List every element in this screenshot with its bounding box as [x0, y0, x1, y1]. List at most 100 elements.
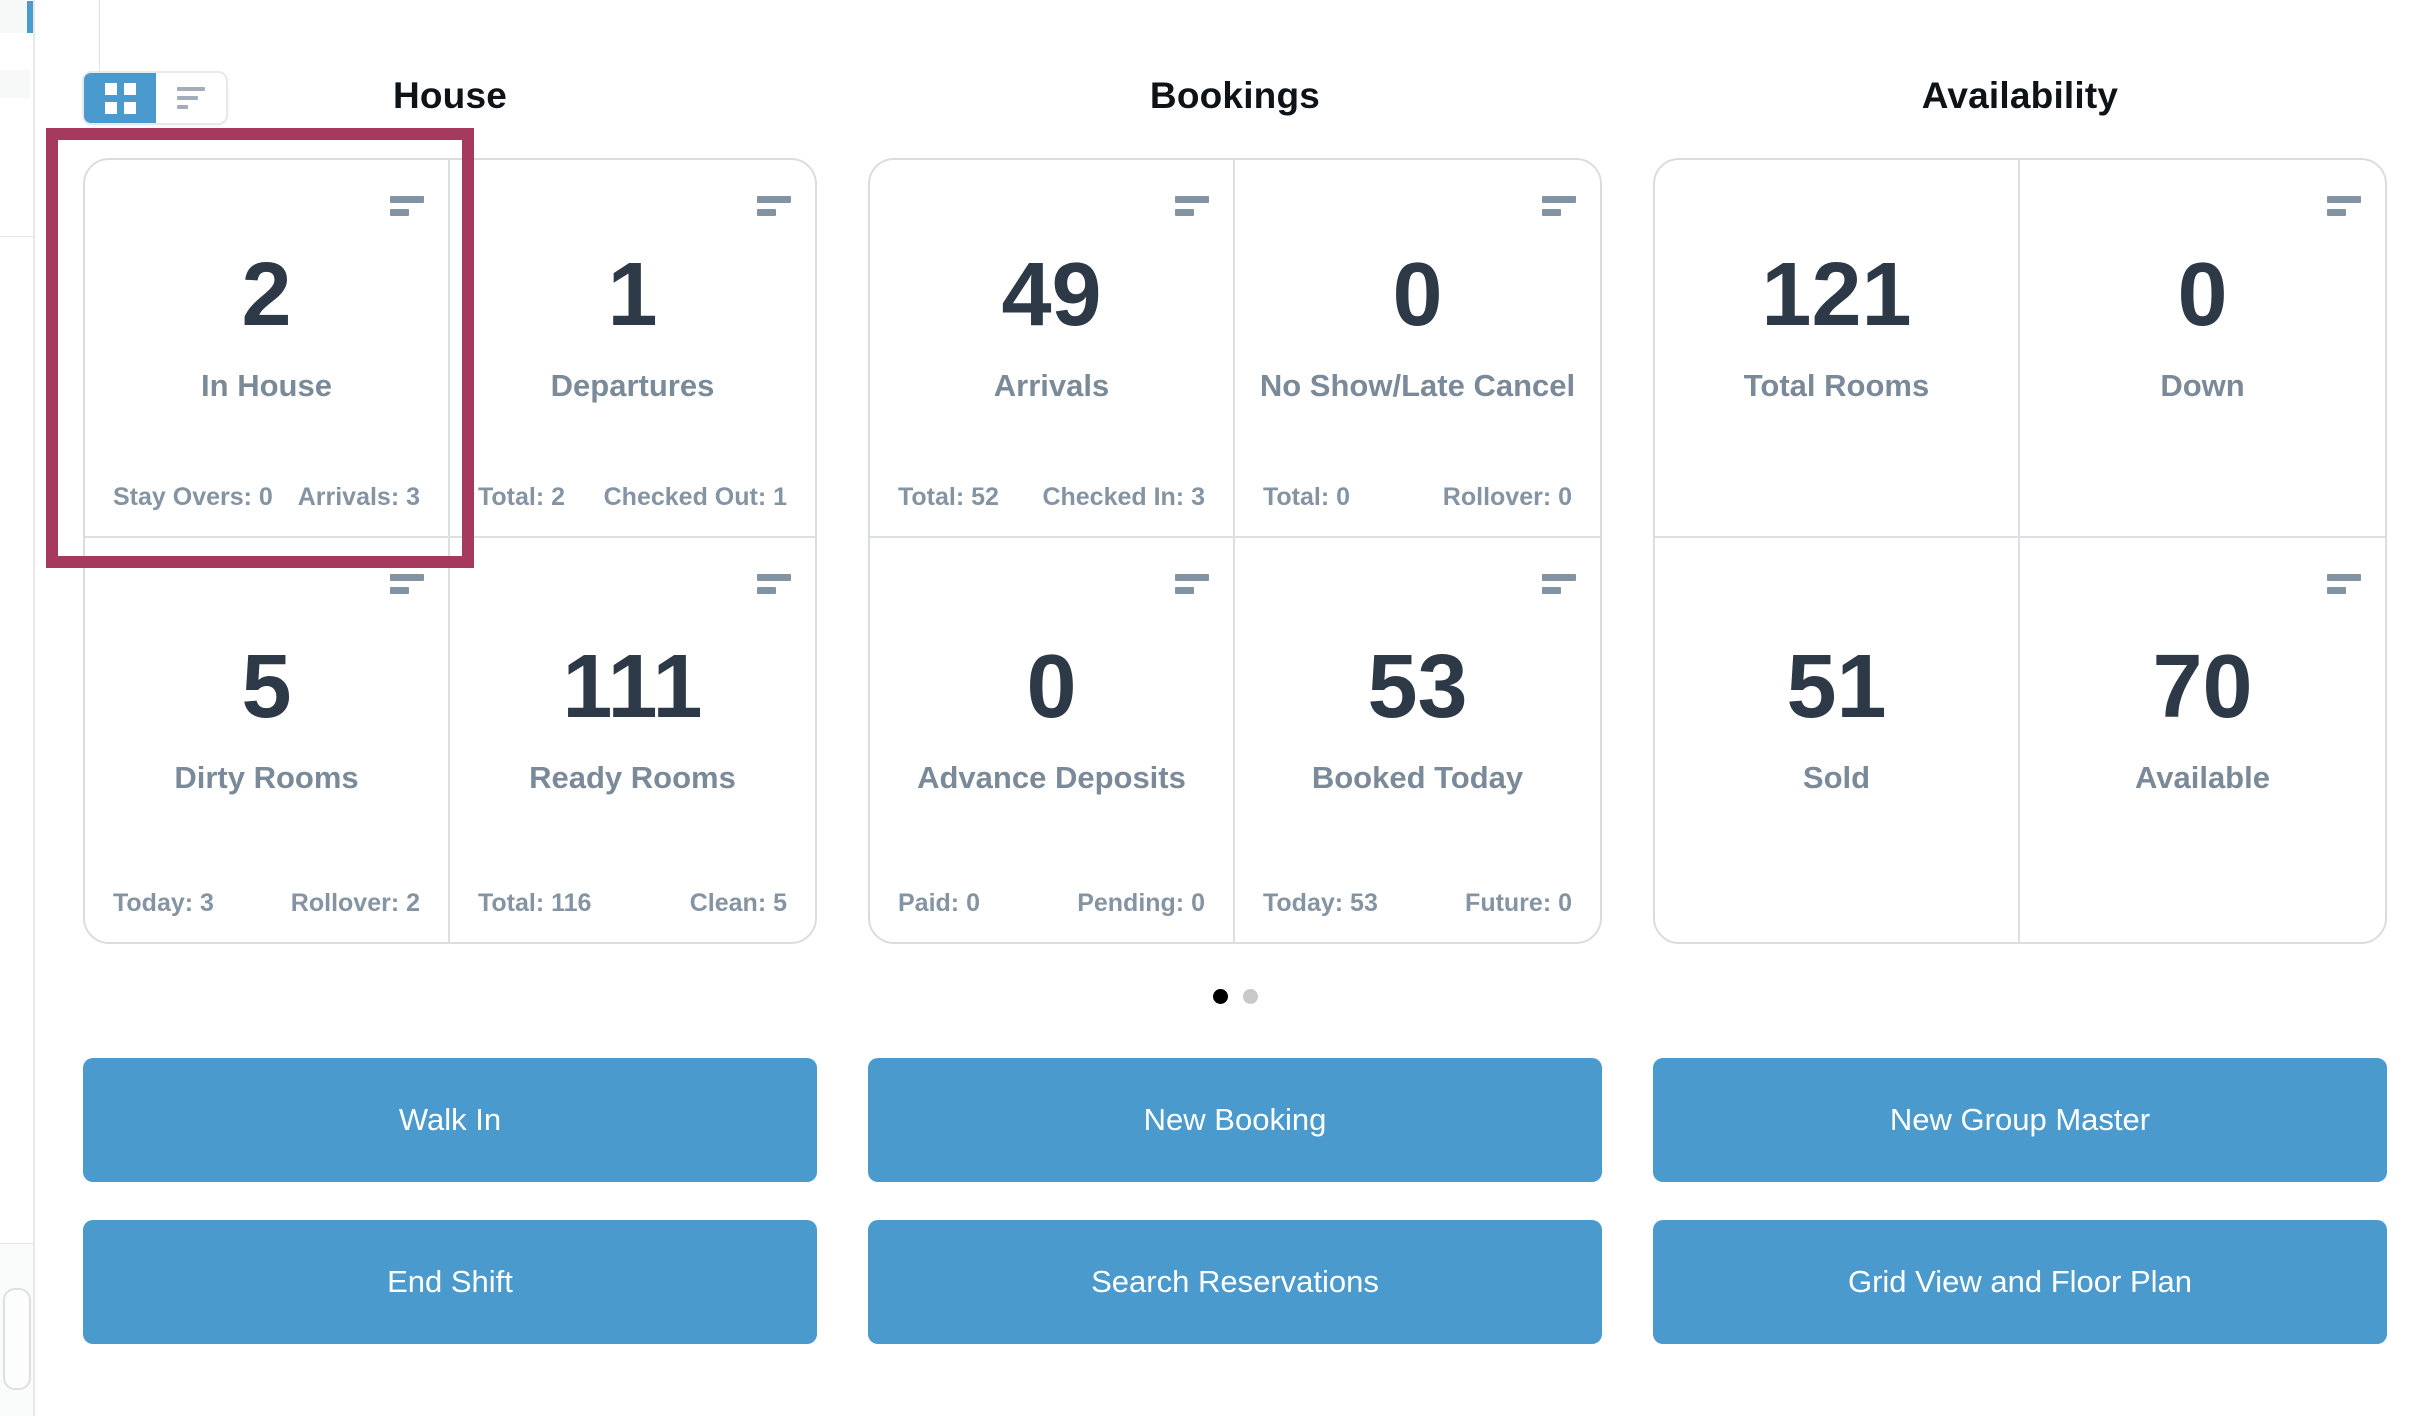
- card-label: Departures: [550, 368, 715, 403]
- card-down[interactable]: 0 Down: [2020, 160, 2385, 538]
- substat-right: Rollover: 0: [1442, 483, 1572, 511]
- bookings-card-group: 49 Arrivals Total: 52 Checked In: 3 0 No…: [868, 158, 1602, 944]
- substat-right: Pending: 0: [1077, 889, 1205, 917]
- card-value: 2: [241, 245, 292, 345]
- card-label: No Show/Late Cancel: [1259, 368, 1576, 403]
- button-label: Grid View and Floor Plan: [1847, 1264, 2193, 1299]
- button-label: Walk In: [398, 1102, 502, 1137]
- substat-right: Clean: 5: [689, 889, 787, 917]
- sidebar-footer-chip[interactable]: [3, 1288, 31, 1390]
- sidebar-item-block: [0, 70, 30, 98]
- card-menu-icon[interactable]: [390, 196, 424, 216]
- card-substats: Today: 3 Rollover: 2: [113, 889, 420, 918]
- availability-card-group: 121 Total Rooms 0 Down 51 Sold 70 Availa…: [1653, 158, 2387, 944]
- card-menu-icon[interactable]: [390, 574, 424, 594]
- card-ready-rooms[interactable]: 111 Ready Rooms Total: 116 Clean: 5: [450, 538, 815, 942]
- button-label: End Shift: [387, 1264, 513, 1299]
- search-reservations-button[interactable]: Search Reservations: [868, 1220, 1602, 1344]
- substat-right: Rollover: 2: [290, 889, 420, 917]
- card-departures[interactable]: 1 Departures Total: 2 Checked Out: 1: [450, 160, 815, 538]
- card-label: Down: [2160, 368, 2245, 403]
- sidebar-active-indicator: [27, 1, 33, 33]
- card-substats: Total: 2 Checked Out: 1: [478, 483, 787, 512]
- sidebar-border: [33, 0, 35, 1416]
- card-value: 111: [562, 637, 703, 737]
- substat-left: Today: 53: [1263, 889, 1378, 917]
- substat-right: Checked Out: 1: [603, 483, 787, 511]
- substat-left: Total: 52: [898, 483, 999, 511]
- grid-view-button[interactable]: [84, 73, 156, 123]
- new-booking-button[interactable]: New Booking: [868, 1058, 1602, 1182]
- card-menu-icon[interactable]: [1175, 574, 1209, 594]
- card-label: Total Rooms: [1743, 368, 1930, 403]
- substat-left: Stay Overs: 0: [113, 483, 273, 511]
- button-label: New Group Master: [1889, 1102, 2151, 1137]
- card-substats: Total: 52 Checked In: 3: [898, 483, 1205, 512]
- page-dot-1[interactable]: [1212, 989, 1228, 1004]
- card-value: 51: [1786, 637, 1887, 737]
- card-no-show-late-cancel[interactable]: 0 No Show/Late Cancel Total: 0 Rollover:…: [1235, 160, 1600, 538]
- carousel-pagination: [868, 989, 1602, 1004]
- view-toggle: [82, 71, 228, 125]
- card-label: Sold: [1802, 760, 1871, 795]
- card-menu-icon[interactable]: [757, 196, 791, 216]
- card-menu-icon[interactable]: [1542, 196, 1576, 216]
- card-booked-today[interactable]: 53 Booked Today Today: 53 Future: 0: [1235, 538, 1600, 942]
- substat-left: Total: 116: [478, 889, 592, 917]
- substat-right: Checked In: 3: [1042, 483, 1205, 511]
- substat-left: Total: 0: [1263, 483, 1351, 511]
- list-view-icon: [177, 82, 205, 114]
- card-substats: Stay Overs: 0 Arrivals: 3: [113, 483, 420, 512]
- list-view-button[interactable]: [156, 73, 226, 123]
- card-substats: Today: 53 Future: 0: [1263, 889, 1572, 918]
- button-label: New Booking: [1143, 1102, 1327, 1137]
- card-value: 1: [607, 245, 658, 345]
- card-label: In House: [201, 368, 332, 403]
- card-label: Booked Today: [1311, 760, 1524, 795]
- button-label: Search Reservations: [1091, 1264, 1379, 1299]
- card-substats: Total: 116 Clean: 5: [478, 889, 787, 918]
- section-title-house: House: [392, 75, 508, 116]
- walk-in-button[interactable]: Walk In: [83, 1058, 817, 1182]
- card-value: 70: [2152, 637, 2253, 737]
- card-value: 0: [1392, 245, 1443, 345]
- card-value: 121: [1761, 245, 1912, 345]
- card-label: Advance Deposits: [917, 760, 1186, 795]
- new-group-master-button[interactable]: New Group Master: [1653, 1058, 2387, 1182]
- card-substats: Total: 0 Rollover: 0: [1263, 483, 1572, 512]
- grid-view-icon: [104, 82, 136, 114]
- substat-left: Today: 3: [113, 889, 214, 917]
- substat-right: Arrivals: 3: [297, 483, 420, 511]
- section-title-bookings: Bookings: [1149, 75, 1321, 116]
- card-value: 53: [1367, 637, 1468, 737]
- grid-view-floor-plan-button[interactable]: Grid View and Floor Plan: [1653, 1220, 2387, 1344]
- card-menu-icon[interactable]: [2327, 196, 2361, 216]
- card-in-house[interactable]: 2 In House Stay Overs: 0 Arrivals: 3: [85, 160, 450, 538]
- substat-left: Paid: 0: [898, 889, 980, 917]
- card-label: Available: [2135, 760, 2270, 795]
- substat-right: Future: 0: [1465, 889, 1572, 917]
- card-menu-icon[interactable]: [757, 574, 791, 594]
- card-dirty-rooms[interactable]: 5 Dirty Rooms Today: 3 Rollover: 2: [85, 538, 450, 942]
- card-available[interactable]: 70 Available: [2020, 538, 2385, 942]
- card-menu-icon[interactable]: [1175, 196, 1209, 216]
- card-label: Ready Rooms: [529, 760, 736, 795]
- section-title-availability: Availability: [1921, 75, 2119, 116]
- substat-left: Total: 2: [478, 483, 566, 511]
- card-value: 0: [1026, 637, 1077, 737]
- card-substats: Paid: 0 Pending: 0: [898, 889, 1205, 918]
- house-card-group: 2 In House Stay Overs: 0 Arrivals: 3 1 D…: [83, 158, 817, 944]
- card-arrivals[interactable]: 49 Arrivals Total: 52 Checked In: 3: [870, 160, 1235, 538]
- card-menu-icon[interactable]: [1542, 574, 1576, 594]
- panel-edge-line: [99, 0, 100, 92]
- sidebar-top-block: [0, 0, 27, 33]
- page-dot-2[interactable]: [1242, 989, 1258, 1004]
- card-sold[interactable]: 51 Sold: [1655, 538, 2020, 942]
- card-value: 49: [1001, 245, 1102, 345]
- end-shift-button[interactable]: End Shift: [83, 1220, 817, 1344]
- card-total-rooms[interactable]: 121 Total Rooms: [1655, 160, 2020, 538]
- card-label: Dirty Rooms: [174, 760, 359, 795]
- card-advance-deposits[interactable]: 0 Advance Deposits Paid: 0 Pending: 0: [870, 538, 1235, 942]
- card-value: 5: [241, 637, 292, 737]
- card-menu-icon[interactable]: [2327, 574, 2361, 594]
